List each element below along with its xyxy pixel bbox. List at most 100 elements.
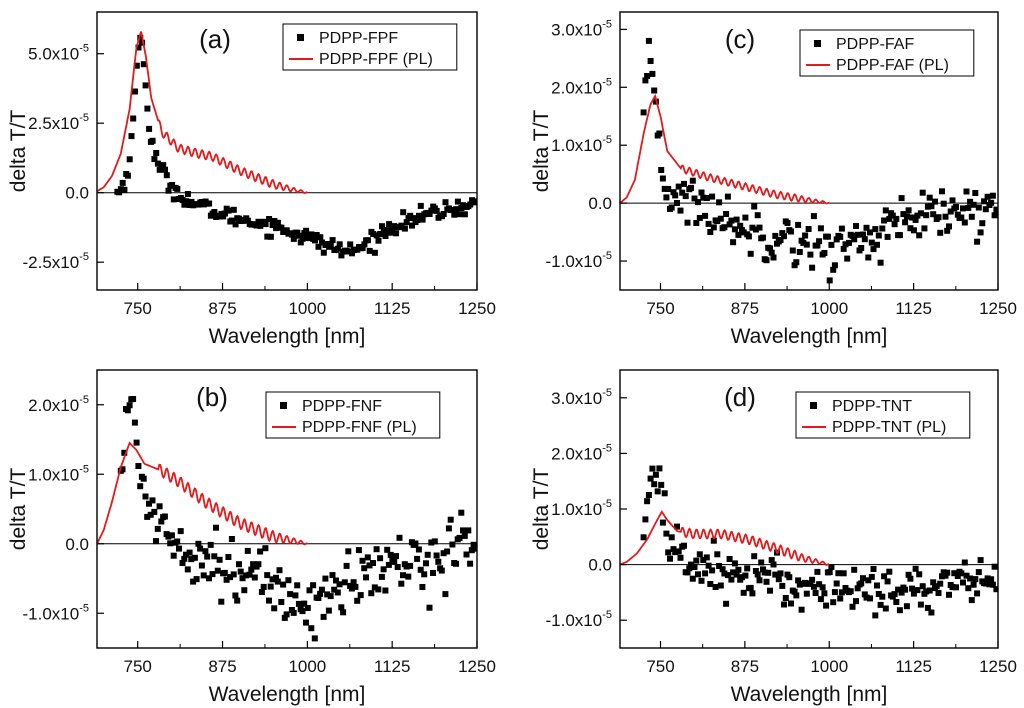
data-point	[656, 130, 663, 137]
data-point	[349, 250, 355, 257]
data-point	[731, 226, 738, 233]
data-point	[163, 172, 170, 179]
data-point	[937, 229, 944, 236]
data-point	[313, 232, 320, 238]
data-point	[868, 573, 875, 580]
data-point	[954, 573, 961, 579]
data-point	[696, 215, 703, 221]
data-point	[953, 584, 959, 591]
data-point	[267, 233, 274, 240]
data-point	[352, 583, 359, 590]
data-point	[984, 575, 991, 582]
data-point	[230, 206, 237, 213]
data-point	[401, 225, 408, 232]
data-point	[415, 546, 422, 553]
legend-label-transient: PDPP-FAF	[836, 36, 914, 53]
data-point	[169, 182, 176, 188]
data-point	[672, 549, 679, 556]
data-point	[791, 588, 798, 595]
data-point	[796, 581, 803, 588]
data-point	[693, 557, 700, 564]
data-point	[368, 590, 375, 597]
data-point	[379, 223, 385, 230]
data-point	[460, 202, 467, 209]
data-point	[225, 554, 232, 560]
data-point	[423, 560, 429, 567]
data-point	[174, 538, 181, 545]
chart-panel-d: 750 875 1000 1125 1250 -1.0x10-5 0.0 1.0x10-5 2.…	[530, 369, 1017, 706]
data-point	[400, 572, 406, 579]
panel-label: (d)	[724, 382, 756, 412]
data-point	[366, 247, 373, 254]
data-point	[336, 581, 343, 588]
data-point	[903, 603, 910, 610]
data-point	[264, 233, 271, 240]
data-point	[410, 215, 417, 222]
data-point	[752, 226, 759, 233]
data-point	[470, 541, 477, 548]
y-tick-label: 5.0x10-5	[28, 43, 89, 64]
y-tick-label: -1.0x10-5	[546, 250, 612, 271]
data-point	[389, 227, 396, 234]
data-point	[116, 189, 123, 196]
chart-panel-a: 750 875 1000 1125 1250 -2.5x10-5 0.0 2.5x10-5 5.…	[7, 11, 496, 348]
data-point	[278, 224, 285, 231]
data-point	[909, 585, 916, 592]
data-point	[407, 562, 414, 569]
data-point	[803, 590, 810, 597]
data-point	[188, 556, 195, 563]
data-point	[472, 198, 477, 205]
data-point	[928, 609, 935, 616]
data-point	[749, 224, 756, 231]
x-axis-title: Wavelength [nm]	[209, 683, 366, 706]
data-point	[665, 186, 672, 192]
data-point	[849, 603, 856, 610]
data-point	[826, 277, 833, 284]
data-point	[798, 606, 805, 613]
data-point	[253, 222, 260, 229]
data-point	[712, 584, 719, 590]
y-tick-label: 3.0x10-5	[551, 387, 612, 408]
data-point	[696, 551, 703, 558]
data-point	[329, 237, 336, 244]
data-point	[292, 592, 299, 599]
data-point	[197, 545, 204, 552]
data-point	[668, 534, 675, 541]
y-axis-title: delta T/T	[7, 468, 30, 551]
data-point	[640, 534, 647, 541]
data-point	[396, 534, 403, 541]
data-point	[287, 591, 294, 598]
data-point	[398, 580, 405, 587]
data-point	[209, 571, 216, 578]
data-point	[865, 577, 872, 584]
data-point	[781, 601, 787, 608]
data-point	[884, 233, 891, 240]
data-point	[271, 218, 278, 224]
data-point	[688, 184, 694, 191]
data-point	[903, 213, 910, 220]
data-point	[130, 115, 137, 122]
data-point	[191, 554, 198, 561]
data-point	[661, 185, 668, 192]
data-point	[382, 233, 389, 239]
data-point	[807, 251, 814, 258]
data-point	[846, 239, 852, 246]
data-point	[435, 558, 442, 565]
data-point	[958, 214, 965, 221]
data-point	[809, 264, 816, 271]
data-point	[176, 545, 182, 552]
data-point	[658, 481, 665, 488]
data-point	[954, 211, 961, 218]
data-point	[982, 580, 989, 587]
x-axis-title: Wavelength [nm]	[209, 325, 366, 348]
data-point	[301, 600, 308, 607]
data-point	[747, 250, 754, 257]
data-point	[837, 233, 844, 240]
data-point	[991, 563, 998, 570]
data-point	[939, 573, 945, 580]
data-point	[760, 566, 766, 573]
data-point	[765, 569, 772, 576]
data-point	[705, 220, 712, 227]
legend-box	[795, 391, 971, 439]
legend-label-transient: PDPP-TNT	[832, 398, 912, 415]
